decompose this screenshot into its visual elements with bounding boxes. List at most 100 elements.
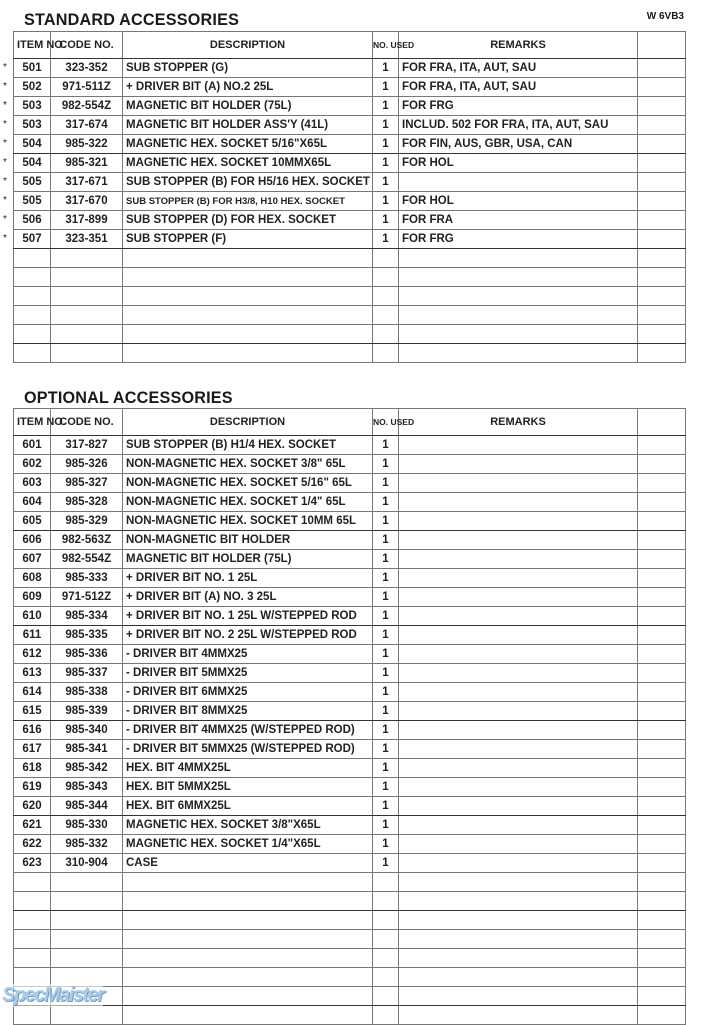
item-no-cell: 608 [13,568,51,588]
asterisk-mark: * [3,81,7,92]
blank-cell-cell [637,568,686,588]
table-row: 617 985-341- DRIVER BIT 5MMX25 (W/STEPPED… [13,739,686,759]
remarks-cell [398,473,638,493]
no-used-cell: 1 [372,587,399,607]
no-used-cell: 1 [372,530,399,550]
description-cell: SUB STOPPER (D) FOR HEX. SOCKET [122,210,373,230]
blank-cell-cell [637,777,686,797]
code-no-cell: 317-674 [50,115,123,135]
description-cell [122,267,373,287]
code-no-cell [50,267,123,287]
no-used-cell: 1 [372,134,399,154]
remarks-cell [398,324,638,344]
item-no-cell [13,343,51,363]
table-row: 622 985-332 MAGNETIC HEX. SOCKET 1/4"X65L 1 [13,834,686,854]
description-cell: SUB STOPPER (B) H1/4 HEX. SOCKET [122,435,373,455]
description-cell: NON-MAGNETIC HEX. SOCKET 10MM 65L [122,511,373,531]
description-cell: + DRIVER BIT NO. 1 25L W/STEPPED ROD [122,606,373,626]
table-row: 609 971-512Z + DRIVER BIT (A) NO. 3 25L 1 [13,587,686,607]
item-no-cell: 621 [13,815,51,835]
remarks-cell [398,758,638,778]
blank-cell-cell [637,986,686,1006]
asterisk-mark: * [3,176,7,187]
no-used-cell [372,872,399,892]
no-used-cell [372,343,399,363]
blank-cell-cell [637,58,686,78]
no-used-cell: 1 [372,473,399,493]
description-cell: - DRIVER BIT 5MMX25 [122,663,373,683]
table-row: 610 985-334 + DRIVER BIT NO. 1 25L W/STEPP… [13,606,686,626]
remarks-cell [398,305,638,325]
no-used-cell: 1 [372,229,399,249]
asterisk-mark: * [3,119,7,130]
blank-cell-cell [637,815,686,835]
remarks-cell [398,967,638,987]
header-remarks: REMARKS [398,408,638,436]
description-cell: NON-MAGNETIC BIT HOLDER [122,530,373,550]
item-no-cell: 618 [13,758,51,778]
table-row: 501 323-352 SUB STOPPER (G) 1 FOR FRA, ITA, … [13,58,686,78]
item-no-cell [13,305,51,325]
description-cell: NON-MAGNETIC HEX. SOCKET 5/16" 65L [122,473,373,493]
blank-cell-cell [637,587,686,607]
code-no-cell [50,891,123,911]
no-used-cell: 1 [372,758,399,778]
code-no-cell: 323-352 [50,58,123,78]
description-cell [122,248,373,268]
code-no-cell: 985-344 [50,796,123,816]
remarks-cell: FOR HOL [398,191,638,211]
remarks-cell [398,568,638,588]
table-row: 606 982-563Z NON-MAGNETIC BIT HOLDER 1 [13,530,686,550]
item-no-cell: 612 [13,644,51,664]
item-no-cell [13,267,51,287]
blank-cell-cell [637,796,686,816]
table-row: 615 985-339- DRIVER BIT 8MMX25 1 [13,701,686,721]
table-row: 506 317-899 SUB STOPPER (D) FOR HEX. SOCKE… [13,210,686,230]
no-used-cell [372,948,399,968]
description-cell: MAGNETIC BIT HOLDER (75L) [122,549,373,569]
blank-cell-cell [637,625,686,645]
remarks-cell [398,530,638,550]
description-cell: - DRIVER BIT 4MMX25 [122,644,373,664]
blank-cell-cell [637,1005,686,1025]
blank-cell-cell [637,872,686,892]
no-used-cell: 1 [372,96,399,116]
description-cell: NON-MAGNETIC HEX. SOCKET 3/8" 65L [122,454,373,474]
item-no-cell [13,1005,51,1025]
code-no-cell: 971-511Z [50,77,123,97]
no-used-cell: 1 [372,58,399,78]
no-used-cell: 1 [372,191,399,211]
code-no-cell: 985-329 [50,511,123,531]
empty-row [13,248,686,268]
item-no-cell: 609 [13,587,51,607]
code-no-cell: 985-343 [50,777,123,797]
item-no-cell: 606 [13,530,51,550]
description-cell: MAGNETIC BIT HOLDER ASS'Y (41L) [122,115,373,135]
remarks-cell: FOR FIN, AUS, GBR, USA, CAN [398,134,638,154]
blank-cell-cell [637,853,686,873]
description-cell: CASE [122,853,373,873]
remarks-cell: INCLUD. 502 FOR FRA, ITA, AUT, SAU [398,115,638,135]
code-no-cell: 985-326 [50,454,123,474]
description-cell: SUB STOPPER (B) FOR H3/8, H10 HEX. SOCKE… [122,191,373,211]
code-no-cell: 985-332 [50,834,123,854]
header-code-no: CODE NO. [50,408,123,436]
remarks-cell: FOR HOL [398,153,638,173]
empty-row [13,267,686,287]
description-cell: SUB STOPPER (F) [122,229,373,249]
blank-cell-cell [637,172,686,192]
no-used-cell: 1 [372,435,399,455]
code-no-cell [50,1005,123,1025]
description-cell: - DRIVER BIT 6MMX25 [122,682,373,702]
no-used-cell [372,986,399,1006]
remarks-cell [398,644,638,664]
table-row: 503 317-674 MAGNETIC BIT HOLDER ASS'Y (41L… [13,115,686,135]
item-no-cell: 614 [13,682,51,702]
blank-cell-cell [637,834,686,854]
description-cell [122,343,373,363]
item-no-cell [13,891,51,911]
blank-cell-cell [637,96,686,116]
empty-row [13,1005,686,1025]
code-no-cell: 985-339 [50,701,123,721]
standard-accessories-table: ITEM NO. CODE NO. DESCRIPTION NO. USED R… [13,31,686,363]
